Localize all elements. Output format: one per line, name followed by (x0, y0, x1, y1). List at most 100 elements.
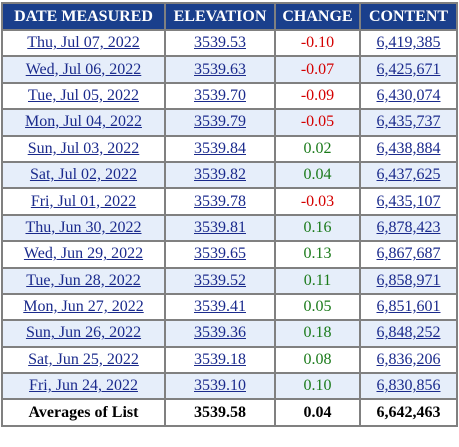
change-cell: 0.02 (276, 136, 359, 161)
content-cell: 6,438,884 (361, 136, 456, 161)
table-row: Thu, Jun 30, 2022 3539.81 0.16 6,878,423 (3, 215, 456, 241)
date-cell: Tue, Jul 05, 2022 (3, 83, 164, 109)
date-link[interactable]: Tue, Jun 28, 2022 (26, 271, 141, 289)
date-link[interactable]: Sun, Jul 03, 2022 (27, 139, 140, 157)
elevation-cell: 3539.10 (166, 374, 274, 399)
table-row: Wed, Jul 06, 2022 3539.63 -0.07 6,425,671 (3, 57, 456, 82)
header-date-measured: DATE MEASURED (3, 4, 164, 29)
change-cell: 0.18 (276, 321, 359, 346)
elevation-cell: 3539.41 (166, 294, 274, 320)
content-cell: 6,858,971 (361, 268, 456, 293)
elevation-cell: 3539.70 (166, 83, 274, 109)
date-link[interactable]: Wed, Jul 06, 2022 (25, 60, 142, 78)
elevation-link[interactable]: 3539.78 (194, 192, 246, 210)
date-link[interactable]: Fri, Jun 24, 2022 (29, 377, 138, 395)
content-link[interactable]: 6,830,856 (376, 377, 441, 395)
lake-levels-table: DATE MEASURED ELEVATION CHANGE CONTENT T… (1, 2, 458, 427)
table-row: Mon, Jun 27, 2022 3539.41 0.05 6,851,601 (3, 294, 456, 320)
elevation-link[interactable]: 3539.63 (194, 60, 246, 78)
content-link[interactable]: 6,435,107 (376, 192, 441, 210)
content-cell: 6,425,671 (361, 57, 456, 82)
table-row: Fri, Jun 24, 2022 3539.10 0.10 6,830,856 (3, 374, 456, 399)
table-row: Sun, Jun 26, 2022 3539.36 0.18 6,848,252 (3, 321, 456, 346)
content-link[interactable]: 6,438,884 (376, 139, 441, 157)
header-change: CHANGE (276, 4, 359, 29)
elevation-link[interactable]: 3539.65 (194, 245, 246, 263)
table-row: Sat, Jul 02, 2022 3539.82 0.04 6,437,625 (3, 162, 456, 188)
content-cell: 6,836,206 (361, 347, 456, 373)
content-link[interactable]: 6,836,206 (376, 350, 441, 368)
content-cell: 6,830,856 (361, 374, 456, 399)
change-cell: 0.04 (276, 162, 359, 188)
date-cell: Sat, Jul 02, 2022 (3, 162, 164, 188)
content-link[interactable]: 6,848,252 (376, 324, 441, 342)
date-link[interactable]: Mon, Jul 04, 2022 (25, 113, 142, 131)
elevation-link[interactable]: 3539.79 (194, 113, 246, 131)
change-cell: 0.10 (276, 374, 359, 399)
elevation-link[interactable]: 3539.70 (194, 86, 246, 104)
date-link[interactable]: Wed, Jun 29, 2022 (23, 245, 144, 263)
elevation-cell: 3539.82 (166, 162, 274, 188)
date-cell: Thu, Jul 07, 2022 (3, 31, 164, 56)
elevation-cell: 3539.81 (166, 215, 274, 241)
date-link[interactable]: Mon, Jun 27, 2022 (23, 298, 144, 316)
content-link[interactable]: 6,858,971 (376, 271, 441, 289)
content-link[interactable]: 6,425,671 (376, 60, 441, 78)
elevation-cell: 3539.36 (166, 321, 274, 346)
elevation-link[interactable]: 3539.36 (194, 324, 246, 342)
elevation-link[interactable]: 3539.10 (194, 377, 246, 395)
date-cell: Sat, Jun 25, 2022 (3, 347, 164, 373)
elevation-link[interactable]: 3539.52 (194, 271, 246, 289)
content-link[interactable]: 6,878,423 (376, 218, 441, 236)
change-cell: -0.03 (276, 189, 359, 214)
elevation-cell: 3539.79 (166, 110, 274, 135)
table-row: Mon, Jul 04, 2022 3539.79 -0.05 6,435,737 (3, 110, 456, 135)
content-cell: 6,867,687 (361, 242, 456, 267)
header-content: CONTENT (361, 4, 456, 29)
change-cell: -0.09 (276, 83, 359, 109)
content-cell: 6,851,601 (361, 294, 456, 320)
date-link[interactable]: Thu, Jun 30, 2022 (25, 218, 142, 236)
content-link[interactable]: 6,867,687 (376, 245, 441, 263)
elevation-link[interactable]: 3539.84 (194, 139, 246, 157)
date-link[interactable]: Fri, Jul 01, 2022 (30, 192, 137, 210)
content-link[interactable]: 6,419,385 (376, 34, 441, 52)
table-row: Fri, Jul 01, 2022 3539.78 -0.03 6,435,107 (3, 189, 456, 214)
content-cell: 6,435,107 (361, 189, 456, 214)
elevation-link[interactable]: 3539.53 (194, 34, 246, 52)
content-link[interactable]: 6,437,625 (376, 166, 441, 184)
table-body: Thu, Jul 07, 2022 3539.53 -0.10 6,419,385 We… (3, 31, 456, 399)
content-cell: 6,848,252 (361, 321, 456, 346)
table-row: Wed, Jun 29, 2022 3539.65 0.13 6,867,687 (3, 242, 456, 267)
content-cell: 6,430,074 (361, 83, 456, 109)
change-cell: 0.05 (276, 294, 359, 320)
change-cell: 0.16 (276, 215, 359, 241)
elevation-cell: 3539.18 (166, 347, 274, 373)
change-cell: -0.05 (276, 110, 359, 135)
content-cell: 6,435,737 (361, 110, 456, 135)
table-row: Sat, Jun 25, 2022 3539.18 0.08 6,836,206 (3, 347, 456, 373)
change-cell: 0.11 (276, 268, 359, 293)
header-elevation: ELEVATION (166, 4, 274, 29)
date-link[interactable]: Tue, Jul 05, 2022 (28, 86, 139, 104)
date-cell: Wed, Jul 06, 2022 (3, 57, 164, 82)
date-cell: Sun, Jul 03, 2022 (3, 136, 164, 161)
elevation-link[interactable]: 3539.82 (194, 166, 246, 184)
elevation-link[interactable]: 3539.41 (194, 298, 246, 316)
table-row: Tue, Jun 28, 2022 3539.52 0.11 6,858,971 (3, 268, 456, 293)
date-link[interactable]: Sat, Jun 25, 2022 (28, 350, 139, 368)
elevation-link[interactable]: 3539.18 (194, 350, 246, 368)
elevation-cell: 3539.65 (166, 242, 274, 267)
change-cell: -0.10 (276, 31, 359, 56)
date-link[interactable]: Sun, Jun 26, 2022 (25, 324, 142, 342)
table-row: Thu, Jul 07, 2022 3539.53 -0.10 6,419,385 (3, 31, 456, 56)
content-cell: 6,419,385 (361, 31, 456, 56)
content-link[interactable]: 6,435,737 (376, 113, 441, 131)
date-link[interactable]: Sat, Jul 02, 2022 (29, 166, 138, 184)
date-link[interactable]: Thu, Jul 07, 2022 (27, 34, 140, 52)
elevation-link[interactable]: 3539.81 (194, 218, 246, 236)
content-link[interactable]: 6,851,601 (376, 298, 441, 316)
date-cell: Tue, Jun 28, 2022 (3, 268, 164, 293)
content-link[interactable]: 6,430,074 (376, 86, 441, 104)
